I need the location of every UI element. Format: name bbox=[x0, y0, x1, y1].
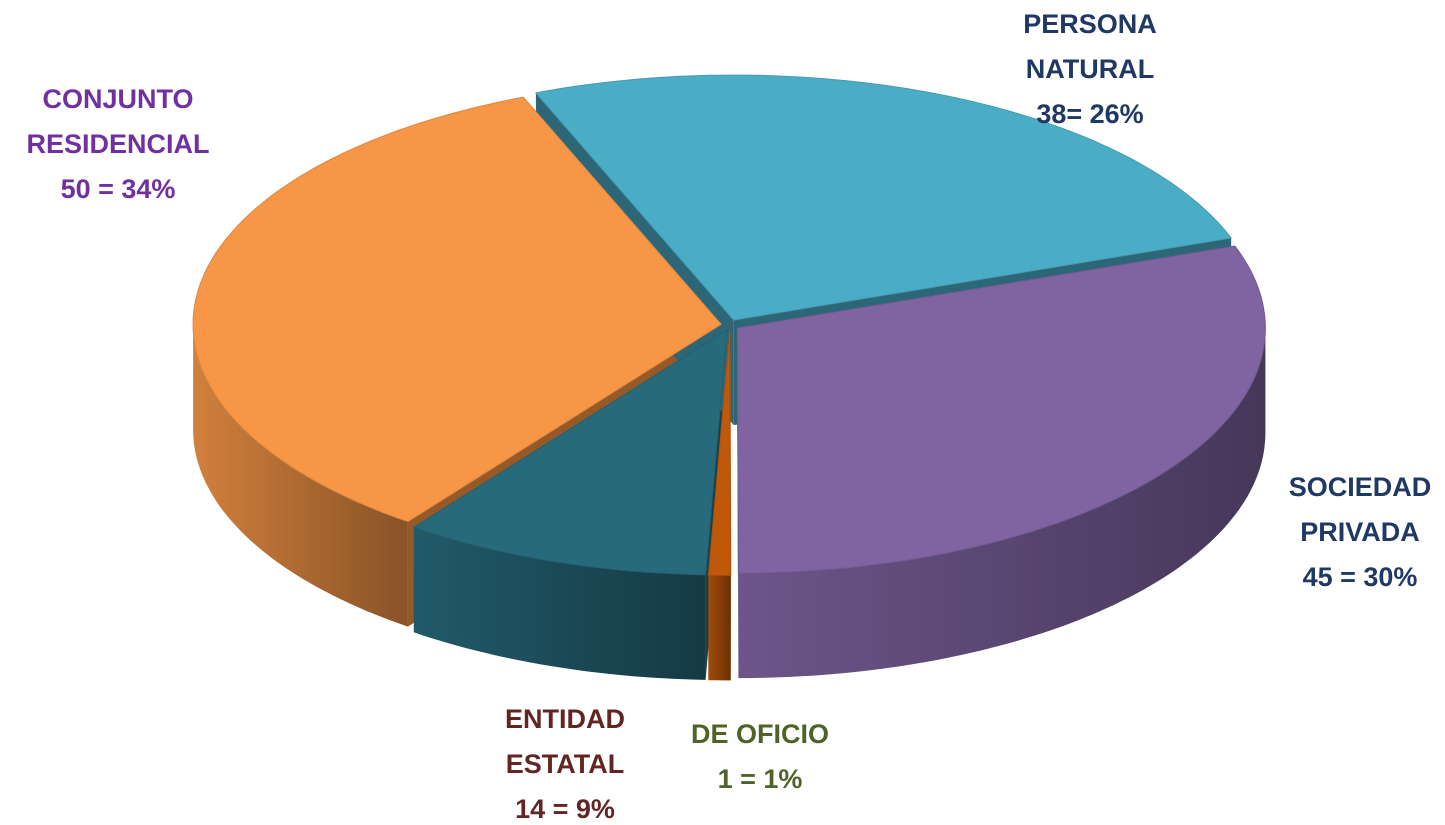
slice bbox=[736, 245, 1266, 574]
slice-side bbox=[193, 324, 408, 627]
slice-label: PERSONA NATURAL 38= 26% bbox=[995, 2, 1185, 137]
value-label: 45 = 30% bbox=[1302, 562, 1418, 592]
slice-label: ENTIDAD ESTATAL 14 = 9% bbox=[480, 697, 650, 825]
slice bbox=[192, 96, 722, 523]
slice bbox=[412, 329, 728, 576]
value-label: 38= 26% bbox=[1036, 99, 1144, 129]
category-label: PERSONA NATURAL bbox=[1023, 9, 1157, 84]
slice bbox=[707, 330, 732, 576]
slice-label: SOCIEDAD PRIVADA 45 = 30% bbox=[1265, 465, 1445, 600]
slice-label: DE OFICIO 1 = 1% bbox=[660, 712, 860, 802]
category-label: ENTIDAD ESTATAL bbox=[505, 704, 625, 779]
category-label: DE OFICIO bbox=[690, 719, 829, 749]
slice-side bbox=[413, 527, 706, 680]
top-faces bbox=[192, 74, 1266, 576]
value-label: 50 = 34% bbox=[60, 174, 176, 204]
category-label: CONJUNTO RESIDENCIAL bbox=[26, 84, 210, 159]
category-label: SOCIEDAD PRIVADA bbox=[1288, 472, 1432, 547]
slice-side bbox=[738, 328, 1266, 679]
value-label: 14 = 9% bbox=[515, 794, 615, 824]
value-label: 1 = 1% bbox=[717, 764, 803, 794]
slice-label: CONJUNTO RESIDENCIAL 50 = 34% bbox=[3, 77, 233, 212]
slice bbox=[534, 74, 1233, 321]
slice-side bbox=[708, 575, 731, 681]
